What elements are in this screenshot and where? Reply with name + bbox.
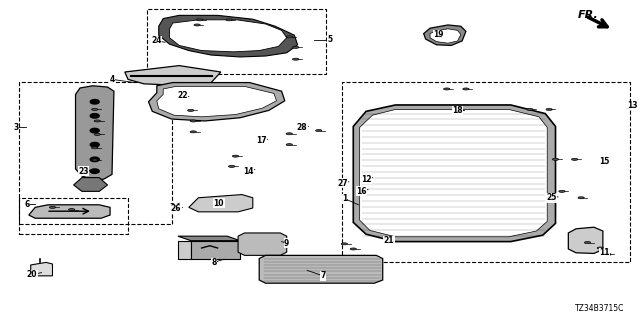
Ellipse shape — [546, 108, 552, 110]
Text: FR.: FR. — [577, 10, 598, 20]
Text: 26: 26 — [171, 204, 181, 213]
Polygon shape — [189, 195, 253, 212]
Ellipse shape — [559, 190, 565, 192]
Text: 17: 17 — [256, 136, 266, 145]
Circle shape — [90, 100, 99, 104]
Polygon shape — [353, 105, 556, 242]
Ellipse shape — [194, 24, 200, 26]
Text: 21: 21 — [384, 236, 394, 245]
Ellipse shape — [292, 46, 299, 48]
Text: 25: 25 — [547, 193, 557, 202]
Ellipse shape — [292, 58, 299, 60]
Ellipse shape — [286, 133, 292, 135]
Text: 7: 7 — [321, 271, 326, 280]
Ellipse shape — [578, 197, 584, 199]
Ellipse shape — [341, 243, 348, 245]
Text: 15: 15 — [600, 157, 610, 166]
Ellipse shape — [92, 147, 98, 149]
Text: 11: 11 — [600, 248, 610, 257]
Text: 23: 23 — [78, 167, 88, 176]
Polygon shape — [178, 236, 240, 241]
Bar — [147, 9, 326, 74]
Polygon shape — [178, 241, 191, 259]
Ellipse shape — [584, 242, 591, 244]
Text: 22: 22 — [177, 91, 188, 100]
Ellipse shape — [444, 88, 450, 90]
Text: 20: 20 — [27, 270, 37, 279]
Bar — [19, 82, 172, 224]
Text: TZ34B3715C: TZ34B3715C — [575, 304, 624, 313]
Ellipse shape — [190, 131, 196, 133]
Polygon shape — [191, 241, 240, 259]
Ellipse shape — [94, 133, 100, 135]
Ellipse shape — [316, 130, 322, 132]
Polygon shape — [170, 20, 287, 52]
Text: 8: 8 — [212, 258, 217, 267]
Text: 12: 12 — [361, 175, 371, 184]
Circle shape — [90, 169, 99, 173]
Ellipse shape — [552, 158, 559, 160]
Ellipse shape — [68, 209, 75, 211]
Text: 5: 5 — [327, 36, 332, 44]
Ellipse shape — [226, 19, 232, 21]
Polygon shape — [424, 25, 466, 45]
Ellipse shape — [463, 88, 469, 90]
Ellipse shape — [190, 120, 196, 122]
Circle shape — [90, 128, 99, 133]
Text: 1: 1 — [342, 194, 347, 203]
Text: 28: 28 — [297, 123, 307, 132]
Polygon shape — [568, 227, 603, 253]
Ellipse shape — [94, 120, 100, 122]
Ellipse shape — [286, 36, 292, 38]
Ellipse shape — [92, 108, 98, 110]
Text: 13: 13 — [627, 101, 637, 110]
Bar — [19, 198, 128, 234]
Ellipse shape — [49, 206, 56, 208]
Polygon shape — [125, 66, 221, 86]
Ellipse shape — [572, 158, 578, 160]
Text: 3: 3 — [13, 123, 19, 132]
Polygon shape — [29, 205, 110, 218]
Circle shape — [90, 114, 99, 118]
Ellipse shape — [527, 108, 533, 110]
Ellipse shape — [232, 155, 239, 157]
Polygon shape — [159, 15, 298, 57]
Text: 10: 10 — [214, 199, 224, 208]
Ellipse shape — [196, 19, 203, 21]
Text: 18: 18 — [452, 106, 463, 115]
Ellipse shape — [188, 109, 194, 111]
Text: 16: 16 — [356, 187, 367, 196]
Text: 9: 9 — [284, 239, 289, 248]
Text: 6: 6 — [24, 200, 29, 209]
Text: 14: 14 — [243, 167, 253, 176]
Polygon shape — [238, 233, 287, 255]
Circle shape — [90, 157, 99, 162]
Ellipse shape — [597, 247, 604, 249]
Circle shape — [90, 142, 99, 147]
Ellipse shape — [228, 165, 235, 167]
Text: 19: 19 — [433, 30, 444, 39]
Text: 24: 24 — [152, 36, 162, 45]
Text: 4: 4 — [109, 75, 115, 84]
Polygon shape — [157, 86, 276, 117]
Bar — [342, 82, 630, 262]
Text: 2: 2 — [169, 203, 174, 212]
Polygon shape — [430, 29, 461, 43]
Polygon shape — [74, 178, 108, 191]
Ellipse shape — [350, 248, 356, 250]
Polygon shape — [31, 262, 52, 276]
Polygon shape — [148, 83, 285, 121]
Polygon shape — [360, 109, 547, 237]
Ellipse shape — [286, 144, 292, 146]
Text: 27: 27 — [337, 179, 348, 188]
Polygon shape — [76, 86, 114, 180]
Polygon shape — [259, 255, 383, 283]
Ellipse shape — [92, 159, 98, 161]
Ellipse shape — [605, 253, 611, 255]
